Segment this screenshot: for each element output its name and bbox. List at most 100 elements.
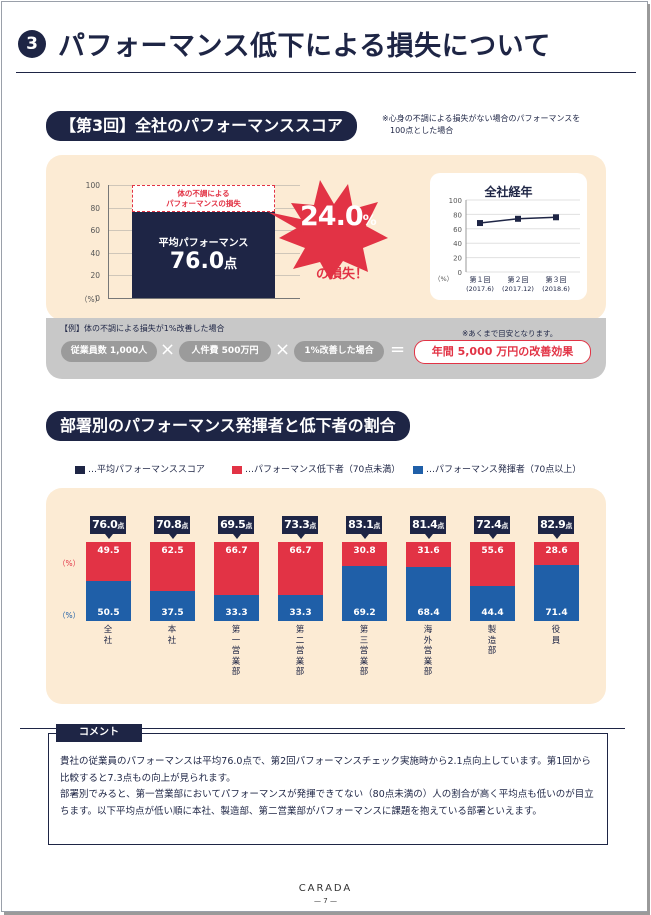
legend-high-swatch — [413, 465, 423, 474]
bar-segment-high-label: 71.4 — [545, 607, 568, 618]
bar-segment-low: 28.6 — [534, 542, 579, 565]
trend-point — [553, 214, 559, 221]
y-tick: 20 — [90, 271, 100, 280]
trend-title: 全社経年 — [484, 185, 533, 199]
bar-value: 76.0 — [169, 249, 225, 275]
avg-score-tag: 72.4点 — [474, 516, 510, 539]
dept-label: 海外営業部 — [423, 625, 433, 677]
footer-page: — 7 — — [314, 897, 337, 905]
bar-segment-high: 68.4 — [406, 566, 451, 621]
bar-label: 平均パフォーマンス — [158, 238, 249, 250]
unit-high: （%） — [58, 611, 81, 620]
title-divider — [16, 72, 636, 73]
y-tick: 40 — [90, 249, 100, 258]
y-unit: （%） — [80, 295, 103, 304]
y-tick: 0 — [95, 294, 100, 303]
loss-percent-value: 24.0 — [300, 201, 364, 232]
bar-segment-low: 30.8 — [342, 542, 387, 567]
bar-segment-high-label: 44.4 — [481, 607, 504, 618]
dept-label: 第三営業部 — [359, 625, 369, 677]
bar-segment-high-label: 50.5 — [97, 607, 120, 618]
bar-segment-high-label: 37.5 — [161, 608, 184, 618]
footer-brand: CARADA — [298, 883, 353, 894]
trend-y-tick: 60 — [453, 226, 462, 234]
section-number-badge: 3 — [18, 30, 46, 58]
y-axis — [108, 185, 109, 298]
unit-low: （%） — [58, 559, 81, 568]
example-employees: 従業員数 1,000人 — [61, 341, 157, 362]
starburst-shape — [279, 180, 388, 280]
dept-bar: 49.5 50.5 — [86, 542, 131, 621]
dept-bar: 31.6 68.4 — [406, 542, 451, 621]
dept-label: 役員 — [551, 625, 561, 646]
legend-high-label: …パフォーマンス発揮者（70点以上） — [426, 465, 582, 475]
trend-y-tick: 40 — [453, 240, 462, 248]
avg-score-tag: 69.5点 — [218, 516, 254, 539]
y-tick: 80 — [90, 204, 100, 213]
bar-value-wrap: 76.0点 — [132, 249, 275, 274]
trend-x-date: (2017.12) — [502, 285, 534, 293]
trend-x-date: (2018.6) — [542, 285, 570, 293]
section-heading-department: 部署別のパフォーマンス発揮者と低下者の割合 — [46, 411, 410, 441]
example-label: 【例】体の不調による損失が1%改善した場合 — [60, 324, 225, 333]
equals-symbol: = — [390, 339, 406, 360]
bar-unit: 点 — [224, 257, 238, 273]
trend-line-chart: 100 80 60 40 20 0 （%） 第１回(2017.6) 第２回(2017.12) 第３… — [434, 197, 580, 293]
page-shadow-bottom — [4, 912, 650, 915]
bar-segment-high-label: 33.3 — [289, 607, 312, 618]
trend-y-tick: 20 — [453, 255, 462, 263]
avg-score-tag: 82.9点 — [538, 516, 574, 539]
dept-label: 第一営業部 — [231, 625, 241, 677]
trend-x-label: 第２回 — [508, 275, 529, 284]
comment-box — [48, 733, 608, 845]
average-performance-bar: 平均パフォーマンス 76.0点 — [132, 212, 275, 298]
legend-high: …パフォーマンス発揮者（70点以上） — [413, 462, 581, 475]
avg-score-tag: 81.4点 — [410, 516, 446, 539]
dept-bar: 28.6 71.4 — [534, 542, 579, 621]
bar-segment-high: 69.2 — [342, 566, 387, 621]
dept-bar: 30.8 69.2 — [342, 542, 387, 621]
legend-low-label: …パフォーマンス低下者（70点未満） — [245, 465, 401, 475]
loss-starburst — [268, 180, 388, 280]
section-note: ※心身の不調による損失がない場合のパフォーマンスを 100点とした場合 — [382, 114, 581, 135]
dept-bar: 62.5 37.5 — [150, 542, 195, 621]
avg-score-tag: 76.0点 — [90, 516, 126, 539]
comment-text: 貴社の従業員のパフォーマンスは平均76.0点で、第2回パフォーマンスチェック実施… — [60, 756, 594, 817]
dept-label: 製造部 — [487, 625, 497, 656]
bar-segment-low: 66.7 — [214, 542, 259, 595]
avg-score-tag: 83.1点 — [346, 516, 382, 539]
trend-y-tick: 80 — [453, 211, 462, 219]
y-tick: 100 — [85, 181, 100, 190]
page-shadow-right — [647, 4, 650, 914]
avg-score-tag: 73.3点 — [282, 516, 318, 539]
page-title: パフォーマンス低下による損失について — [58, 31, 551, 62]
example-note: ※あくまで目安となります。 — [462, 329, 558, 338]
trend-y-tick: 0 — [458, 269, 462, 277]
bar-segment-high: 44.4 — [470, 585, 515, 621]
times-symbol: × — [275, 339, 291, 360]
y-tick: 60 — [90, 226, 100, 235]
bar-segment-low: 49.5 — [86, 542, 131, 582]
comment-tab: コメント — [56, 724, 142, 742]
example-improvement: 1%改善した場合 — [294, 341, 384, 362]
times-symbol: × — [160, 339, 176, 360]
bar-segment-high: 50.5 — [86, 581, 131, 621]
bar-segment-high: 33.3 — [214, 594, 259, 621]
dept-bar: 66.7 33.3 — [278, 542, 323, 621]
bar-segment-high-label: 33.3 — [225, 607, 248, 618]
bar-segment-low: 31.6 — [406, 542, 451, 567]
avg-score-tag: 70.8点 — [154, 516, 190, 539]
legend-average-label: …平均パフォーマンススコア — [88, 465, 205, 475]
bar-segment-low: 66.7 — [278, 542, 323, 595]
trend-y-tick: 100 — [449, 197, 462, 205]
dept-label: 第二営業部 — [295, 625, 305, 677]
bar-segment-high: 37.5 — [150, 591, 195, 621]
section-heading-company-score: 【第3回】全社のパフォーマンススコア — [46, 111, 357, 141]
trend-x-date: (2017.6) — [466, 285, 494, 293]
trend-x-label: 第３回 — [546, 275, 567, 284]
x-axis — [108, 298, 300, 299]
dept-bar: 55.6 44.4 — [470, 542, 515, 621]
trend-x-label: 第１回 — [470, 275, 491, 284]
bar-segment-high: 71.4 — [534, 564, 579, 621]
trend-point — [515, 215, 521, 222]
